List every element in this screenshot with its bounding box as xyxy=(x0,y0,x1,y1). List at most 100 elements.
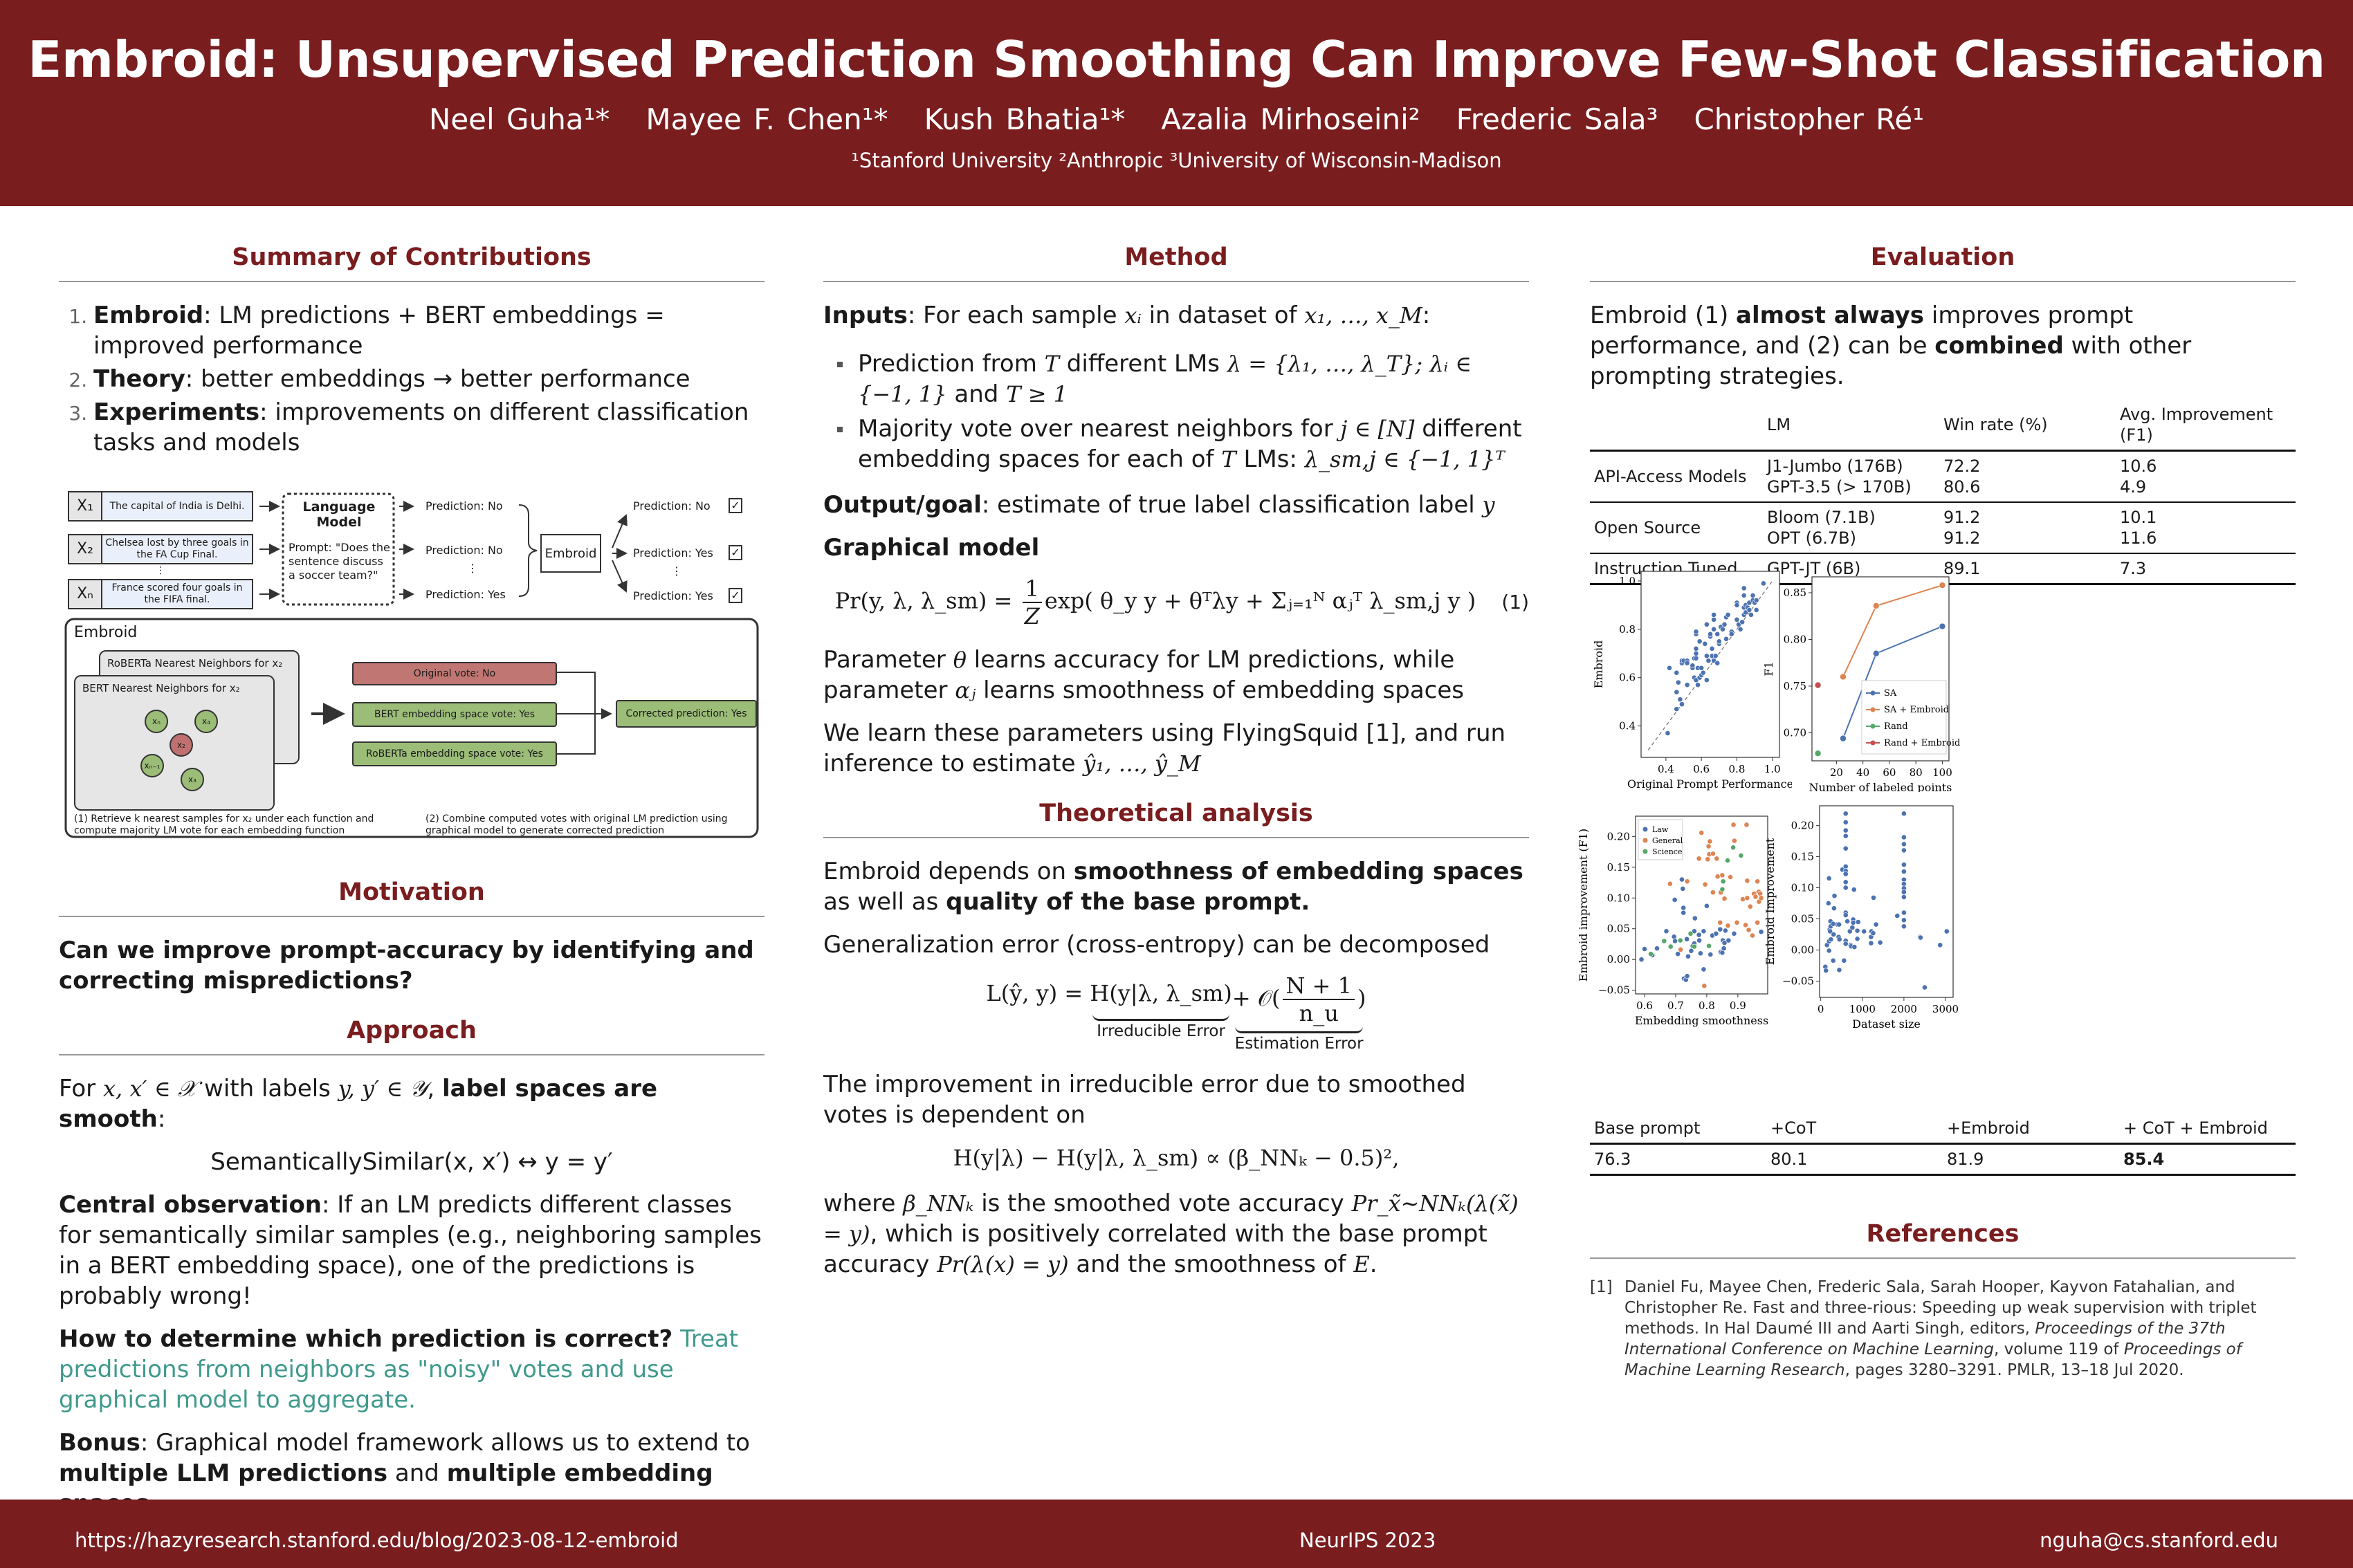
embroid-diagram: X₁ The capital of India is Delhi. X₂ Che… xyxy=(59,484,765,844)
x-tick-label: 0.6 xyxy=(1636,999,1653,1012)
data-point xyxy=(1681,910,1687,916)
x-tick-label: 20 xyxy=(1830,766,1843,779)
venue: NeurIPS 2023 xyxy=(1299,1529,1436,1552)
y-tick-label: 0.75 xyxy=(1784,680,1806,692)
data-point xyxy=(1699,665,1705,671)
data-point xyxy=(1675,679,1681,685)
data-point xyxy=(1894,913,1901,919)
legend-marker xyxy=(1642,849,1648,854)
roberta-vote: RoBERTa embedding space vote: Yes xyxy=(352,741,557,766)
x-tick-label: 0.6 xyxy=(1693,763,1710,775)
data-point xyxy=(1677,937,1683,943)
data-point xyxy=(1704,903,1710,909)
inputs-list: Prediction from T different LMs λ = {λ₁,… xyxy=(823,349,1529,474)
data-point xyxy=(1714,631,1721,637)
sample-text: Chelsea lost by three goals in the FA Cu… xyxy=(101,534,253,564)
data-point xyxy=(1861,928,1867,934)
lm-title: Language Model xyxy=(302,499,376,530)
central-observation: Central observation: If an LM predicts d… xyxy=(59,1191,762,1310)
data-point xyxy=(1717,919,1723,925)
legend-label: Law xyxy=(1652,825,1669,834)
data-point xyxy=(1871,894,1876,901)
data-point xyxy=(1687,930,1694,937)
motivation-question: Can we improve prompt-accuracy by identi… xyxy=(59,937,754,995)
data-point xyxy=(1684,682,1690,688)
data-point xyxy=(1855,919,1861,925)
data-point xyxy=(1830,957,1836,963)
approach-smoothness: For x, x′ ∈ 𝒳 with labels y, y′ ∈ 𝒴, lab… xyxy=(59,1075,658,1133)
neighbor-node: xₙ₋₁ xyxy=(140,754,164,777)
author: Neel Guha¹* xyxy=(428,102,610,136)
data-point xyxy=(1823,968,1829,974)
data-point xyxy=(1638,957,1645,963)
y-tick-label: −0.05 xyxy=(1598,984,1630,997)
data-point xyxy=(1665,730,1671,736)
data-point xyxy=(1732,838,1737,844)
y-axis-label: F1 xyxy=(1764,661,1775,676)
data-point xyxy=(1873,921,1879,928)
data-point xyxy=(1690,663,1696,669)
data-point xyxy=(1836,967,1842,973)
project-url[interactable]: https://hazyresearch.stanford.edu/blog/2… xyxy=(75,1529,679,1552)
checkbox-icon: ✓ xyxy=(729,498,742,513)
data-point xyxy=(1872,649,1880,657)
data-point xyxy=(1709,645,1715,652)
contributions-list: Embroid: LM predictions + BERT embedding… xyxy=(59,300,765,458)
column-header: +CoT xyxy=(1766,1118,1943,1145)
poster-header: Embroid: Unsupervised Prediction Smoothi… xyxy=(0,0,2353,206)
method-output: Output/goal: estimate of true label clas… xyxy=(823,491,1495,519)
data-point xyxy=(1850,920,1856,925)
data-point xyxy=(1831,893,1838,899)
data-point xyxy=(1701,983,1707,989)
x-tick-label: 0.8 xyxy=(1699,999,1715,1012)
data-point xyxy=(1939,622,1946,630)
contact-email[interactable]: nguha@cs.stanford.edu xyxy=(2040,1529,2278,1552)
embroid-box: Embroid xyxy=(540,534,601,573)
data-point xyxy=(1854,928,1860,934)
data-point xyxy=(1648,951,1654,957)
data-point xyxy=(1849,925,1856,931)
y-tick-label: 0.80 xyxy=(1784,633,1806,645)
author: Christopher Ré¹ xyxy=(1694,102,1925,136)
data-point xyxy=(1696,638,1703,645)
data-point xyxy=(1868,940,1874,946)
data-point xyxy=(1710,851,1716,857)
x-tick-label: 0.8 xyxy=(1729,763,1746,775)
y-tick-label: 0.05 xyxy=(1607,923,1630,935)
data-point xyxy=(1851,944,1858,950)
poster-title: Embroid: Unsupervised Prediction Smoothi… xyxy=(28,30,2325,89)
affiliations: ¹Stanford University ²Anthropic ³Univers… xyxy=(851,149,1502,172)
data-point xyxy=(1738,853,1744,858)
data-point xyxy=(1847,928,1853,934)
y-tick-label: 0.8 xyxy=(1619,623,1636,636)
data-point xyxy=(1730,822,1737,828)
data-point xyxy=(1667,665,1672,671)
data-point xyxy=(1707,952,1714,957)
data-point xyxy=(1714,856,1720,862)
data-point xyxy=(1701,928,1707,934)
data-point xyxy=(1719,886,1725,892)
data-point xyxy=(1753,598,1759,603)
data-point xyxy=(1901,847,1907,854)
data-point xyxy=(1744,895,1750,901)
data-point xyxy=(1684,973,1690,979)
table-row: Open Source Bloom (7.1B) OPT (6.7B) 91.2 9… xyxy=(1590,502,2296,553)
data-point xyxy=(1730,845,1737,851)
data-point xyxy=(1814,681,1822,689)
checkbox-icon: ✓ xyxy=(729,588,742,603)
data-point xyxy=(1711,611,1717,618)
data-point xyxy=(1675,951,1681,957)
data-point xyxy=(1714,874,1721,880)
legend-label: Rand + Embroid xyxy=(1884,738,1960,748)
data-point xyxy=(1734,616,1740,622)
x-tick-label: 2000 xyxy=(1891,1003,1917,1015)
data-point xyxy=(1739,619,1746,625)
data-point xyxy=(1711,616,1717,622)
data-point xyxy=(1702,640,1708,647)
data-point xyxy=(1943,928,1950,934)
data-point xyxy=(1842,845,1849,851)
y-tick-label: 0.10 xyxy=(1607,892,1630,904)
data-point xyxy=(1901,834,1907,840)
author-list: Neel Guha¹* Mayee F. Chen¹* Kush Bhatia¹* A… xyxy=(0,102,2353,136)
